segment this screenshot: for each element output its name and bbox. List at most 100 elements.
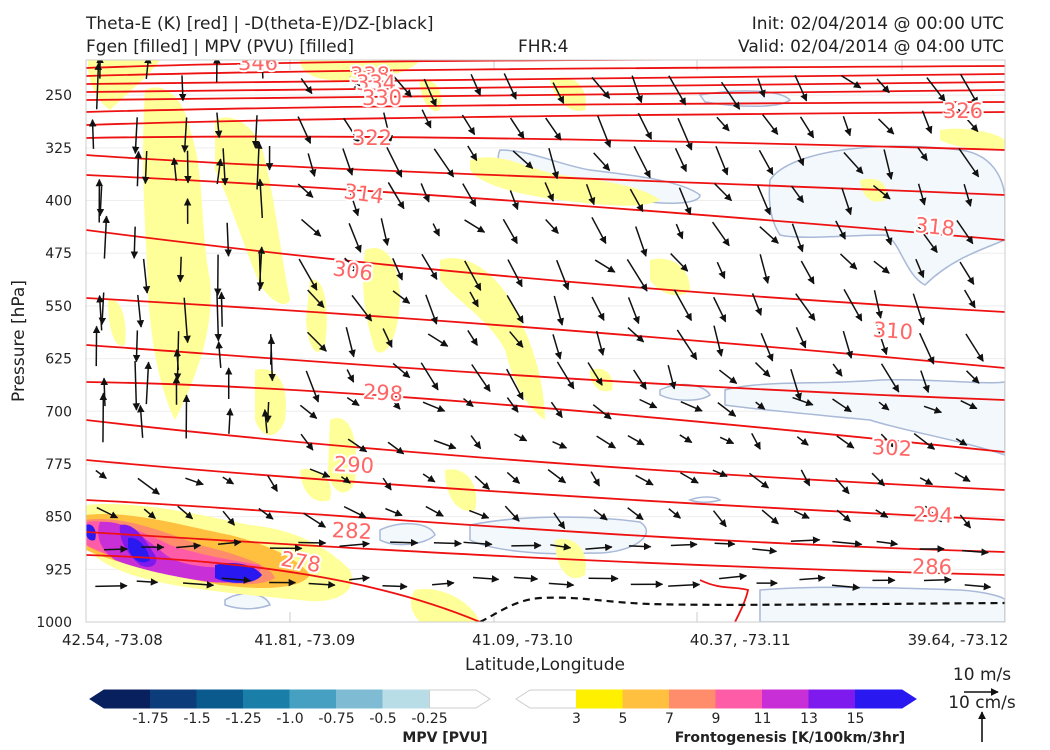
wind-vector — [221, 148, 229, 186]
colorbar-segment — [89, 689, 151, 709]
wind-vector — [214, 293, 222, 342]
wind-vector — [382, 582, 408, 591]
theta-e-label: 290 — [333, 452, 374, 478]
wind-vector — [676, 329, 698, 361]
y-tick-label: 550 — [45, 299, 72, 315]
wind-vector — [843, 288, 863, 322]
wind-vector — [719, 436, 735, 445]
y-tick-label: 250 — [45, 88, 72, 104]
wind-vector — [309, 468, 331, 478]
wind-vector — [595, 330, 605, 356]
wind-vector — [95, 582, 128, 590]
theta-e-label: 346 — [238, 51, 278, 75]
wind-vector — [464, 260, 482, 291]
wind-vector — [790, 536, 821, 544]
wind-vector — [713, 182, 732, 202]
wind-vector — [876, 324, 888, 356]
wind-vector — [628, 542, 652, 551]
wind-vector — [792, 396, 814, 407]
wind-vector — [544, 182, 554, 202]
wind-vector — [593, 509, 608, 521]
title-left-line1: Theta-E (K) [red] | -D(theta-E)/DZ-[blac… — [86, 14, 434, 34]
wind-vector — [132, 330, 141, 363]
wind-vector — [836, 435, 855, 449]
wind-vector — [756, 185, 771, 216]
wind-vector — [267, 475, 278, 492]
wind-vector — [552, 82, 565, 104]
colorbar-segment — [715, 689, 763, 709]
wind-vector — [299, 404, 318, 419]
wind-vector — [100, 377, 109, 407]
wind-vector — [215, 340, 223, 369]
wind-vector — [385, 507, 403, 517]
wind-vector — [800, 469, 811, 487]
colorbar-segment — [669, 689, 717, 709]
wind-vector — [915, 258, 925, 279]
wind-vector — [297, 183, 314, 198]
wind-vector — [880, 433, 895, 448]
wind-vector — [594, 259, 616, 273]
wind-vector — [553, 512, 566, 530]
colorbar-tick-label: -1.25 — [225, 711, 261, 727]
wind-vector — [306, 331, 327, 352]
wind-vectors — [88, 60, 992, 591]
x-tick-label: 39.64, -73.12 — [908, 631, 1009, 649]
wind-vector — [470, 435, 482, 450]
wind-vector — [831, 583, 861, 591]
wind-vector — [963, 289, 976, 309]
wind-vector — [550, 401, 563, 419]
wind-vector — [762, 114, 779, 135]
wind-vector — [464, 219, 486, 233]
wind-vector — [670, 253, 689, 272]
wind-vector — [102, 215, 110, 259]
wind-vector — [505, 368, 524, 401]
wind-vector — [256, 178, 265, 218]
wind-vector — [873, 260, 890, 274]
wind-vector — [917, 183, 927, 206]
wind-vector — [307, 153, 317, 177]
wind-vector — [627, 507, 644, 521]
wind-vector — [214, 112, 223, 139]
wind-vector — [184, 150, 192, 184]
wind-vector — [593, 152, 611, 171]
wind-vector — [917, 147, 928, 162]
wind-vector — [547, 469, 567, 484]
wind-vector — [349, 76, 362, 91]
colorbar-segment — [243, 689, 291, 709]
colorbar-segment — [808, 689, 856, 709]
wind-vector — [300, 218, 322, 237]
wind-vector — [800, 260, 815, 285]
wind-vector — [629, 188, 644, 213]
wind-vector — [94, 62, 102, 110]
wind-vector — [349, 574, 370, 583]
wind-vector — [267, 336, 276, 365]
wind-vector — [548, 580, 575, 589]
y-tick-label: 325 — [45, 141, 72, 157]
wind-vector — [176, 542, 202, 550]
wind-vector — [177, 505, 194, 520]
wind-vector — [912, 293, 925, 326]
wind-vector — [631, 75, 643, 104]
wind-vector — [919, 477, 934, 486]
wind-vector — [751, 433, 761, 450]
wind-vector — [790, 368, 802, 401]
wind-vector — [176, 256, 185, 283]
wind-vector — [173, 348, 182, 371]
wind-vector — [339, 540, 370, 548]
vector-key-vertical-label: 10 cm/s — [948, 693, 1016, 713]
mpv-colorbar: -1.75 -1.5 -1.25 -1.0 -0.75 -0.5 -0.25 — [89, 689, 491, 727]
x-axis-label: Latitude,Longitude — [465, 655, 625, 675]
colorbar-segment — [196, 689, 244, 709]
wind-vector — [103, 545, 128, 553]
wind-vector — [634, 226, 648, 257]
colorbar-tick-label: -0.5 — [369, 711, 396, 727]
colorbar-tick-label: 3 — [572, 711, 581, 727]
wind-vector — [955, 438, 968, 446]
wind-vector — [670, 540, 698, 549]
wind-vector — [183, 297, 191, 344]
wind-vector — [422, 401, 446, 412]
wind-vector — [344, 257, 361, 274]
wind-vector — [633, 369, 647, 390]
wind-vector — [843, 152, 864, 175]
wind-vector — [474, 475, 490, 490]
